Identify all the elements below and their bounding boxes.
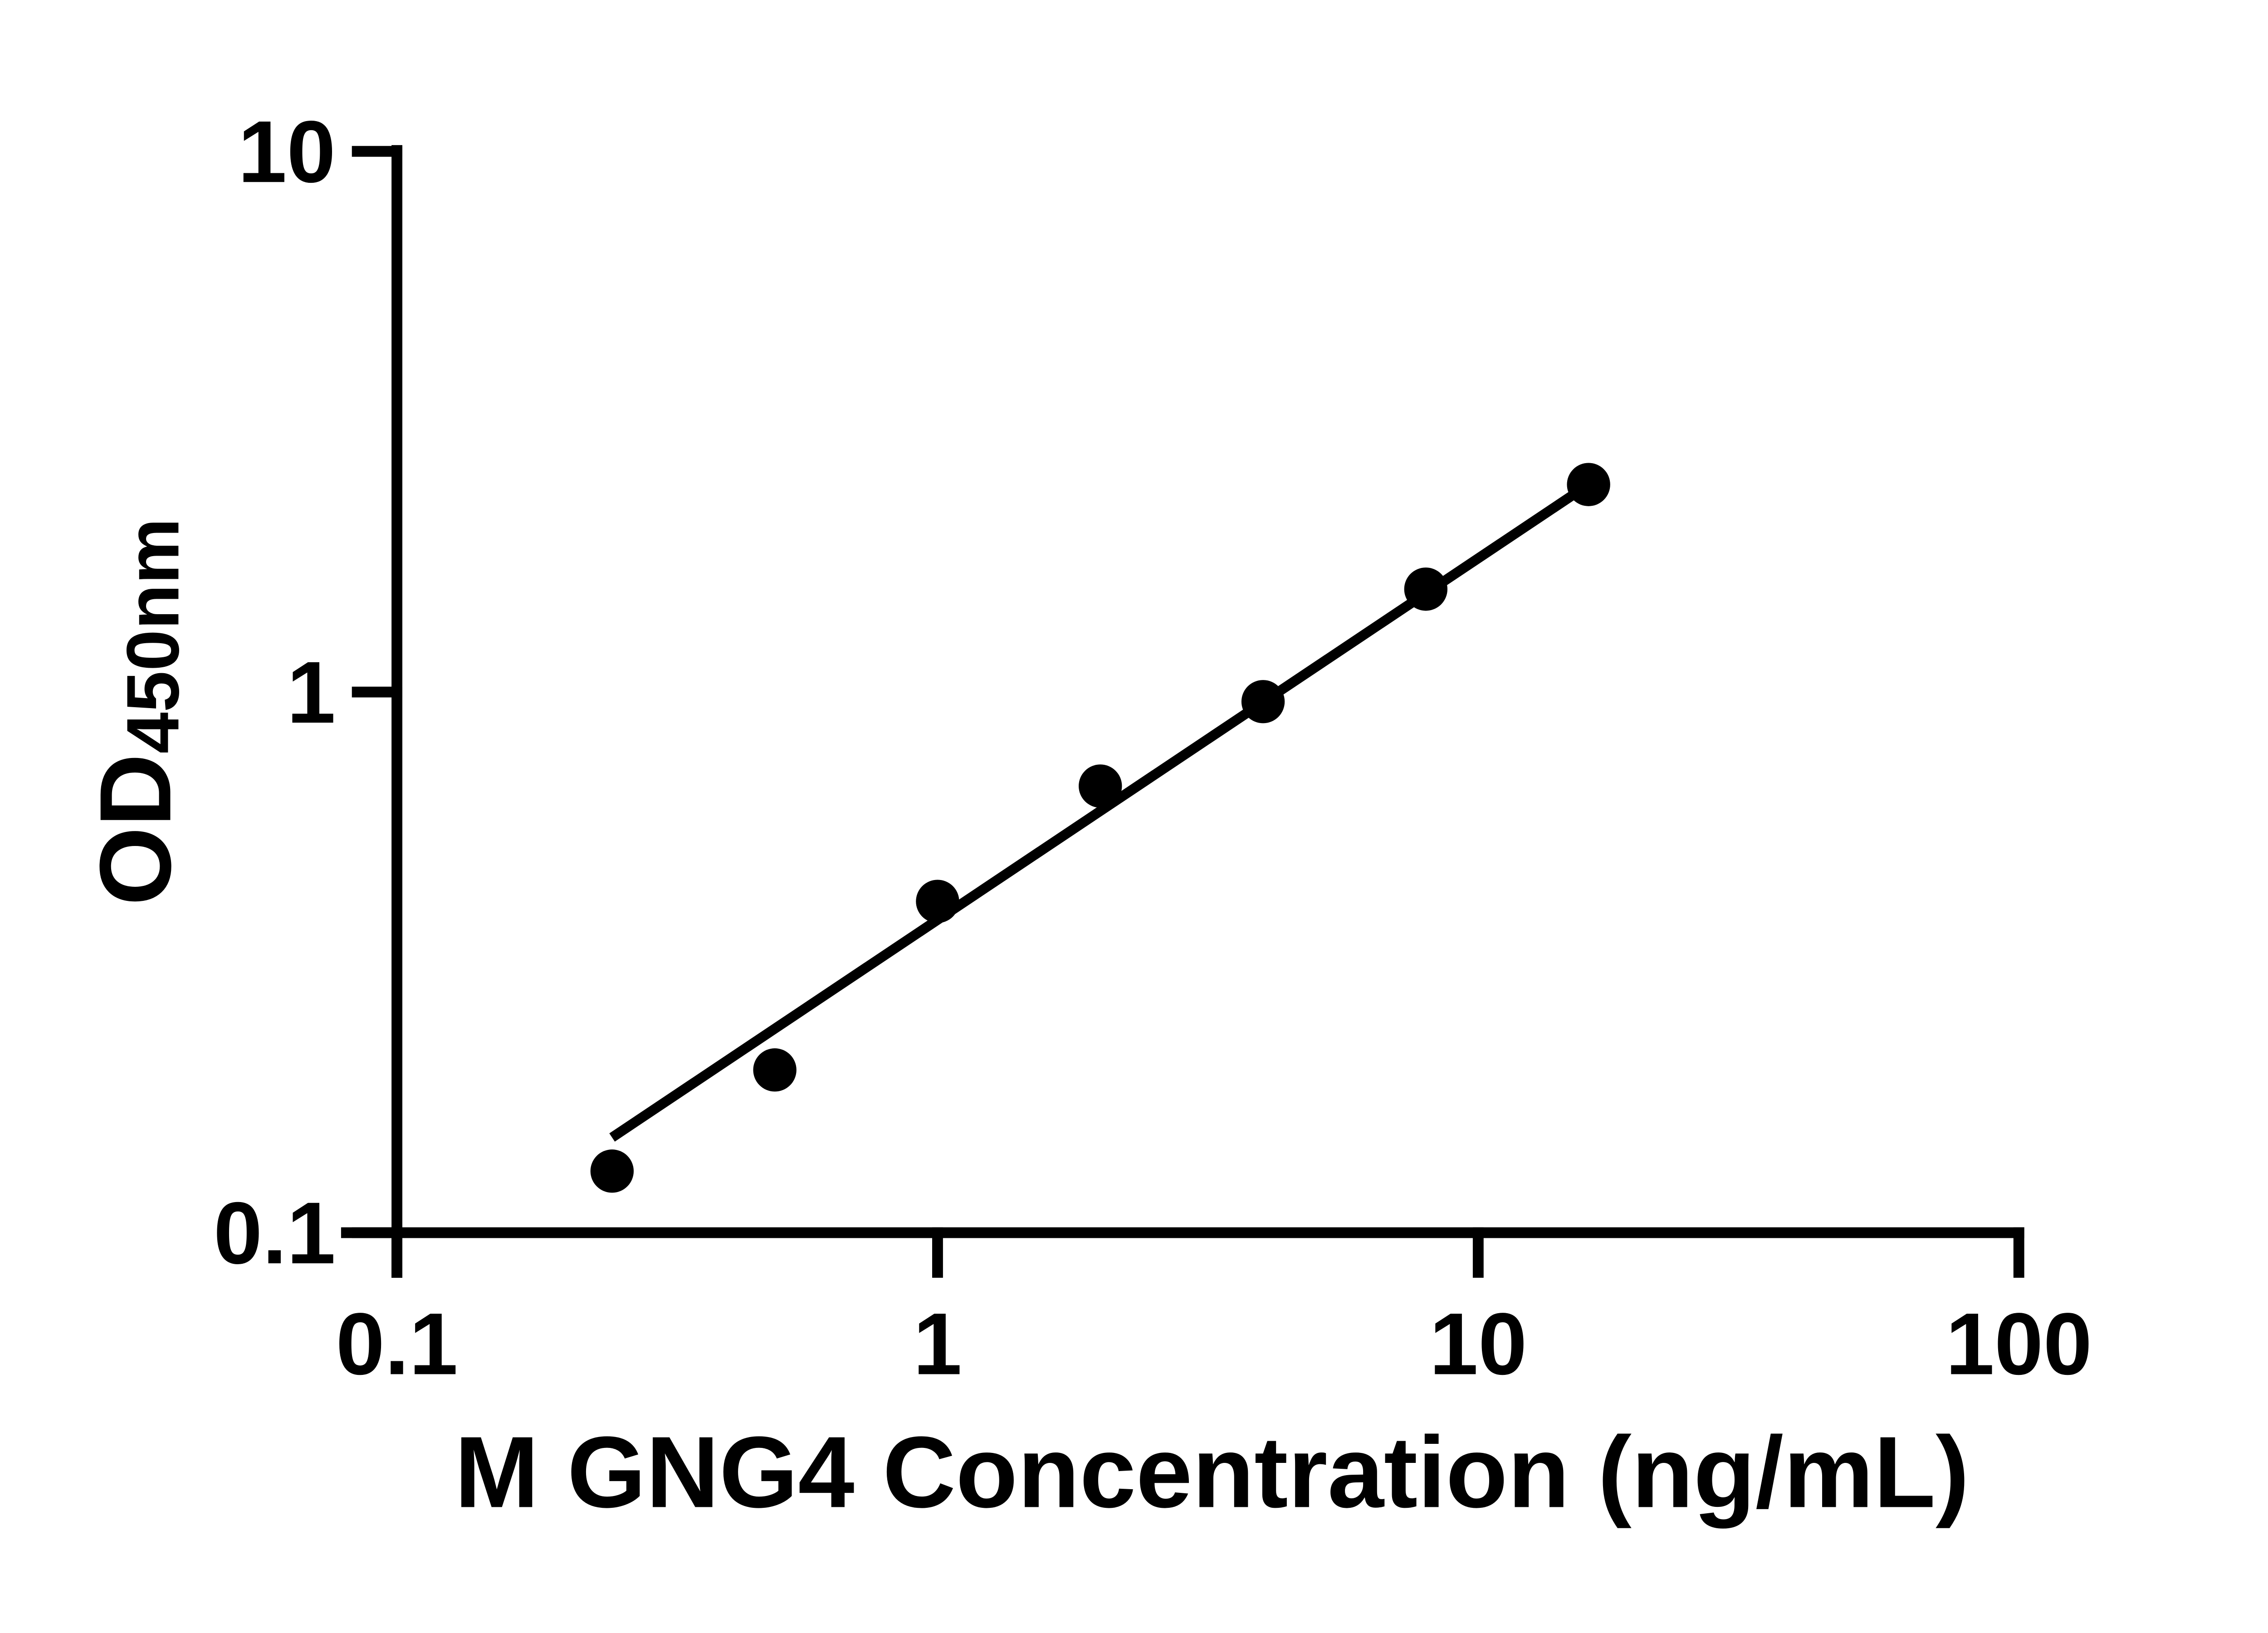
- x-tick-label: 10: [1429, 1295, 1527, 1393]
- y-axis-title-main: OD: [79, 753, 192, 905]
- data-point: [1404, 567, 1448, 611]
- data-point: [1079, 764, 1122, 808]
- x-tick-label: 0.1: [336, 1295, 458, 1393]
- x-axis-tick-labels: 0.1 1 10 100: [336, 1295, 2092, 1393]
- y-axis-ticks: [352, 146, 402, 1238]
- x-tick-label: 100: [1945, 1295, 2092, 1393]
- data-point: [916, 880, 959, 923]
- y-axis-tick-labels: 10 1 0.1: [214, 103, 336, 1282]
- data-point: [590, 1149, 634, 1193]
- y-axis-title-subscript: 450nm: [111, 518, 194, 753]
- x-axis-ticks: [391, 1227, 2024, 1278]
- x-axis-title: M GNG4 Concentration (ng/mL): [455, 1416, 1969, 1529]
- y-tick-label: 0.1: [214, 1184, 336, 1282]
- x-tick-label: 1: [913, 1295, 962, 1393]
- y-tick-label: 10: [238, 103, 336, 201]
- svg-text:OD450nm: OD450nm: [79, 518, 194, 905]
- data-point: [1567, 463, 1610, 506]
- data-point: [753, 1048, 797, 1092]
- data-points-group: [590, 463, 1610, 1193]
- y-axis-title: OD450nm: [79, 518, 194, 905]
- y-tick-label: 1: [287, 644, 336, 742]
- data-point: [1241, 680, 1285, 724]
- axes: [341, 145, 2024, 1278]
